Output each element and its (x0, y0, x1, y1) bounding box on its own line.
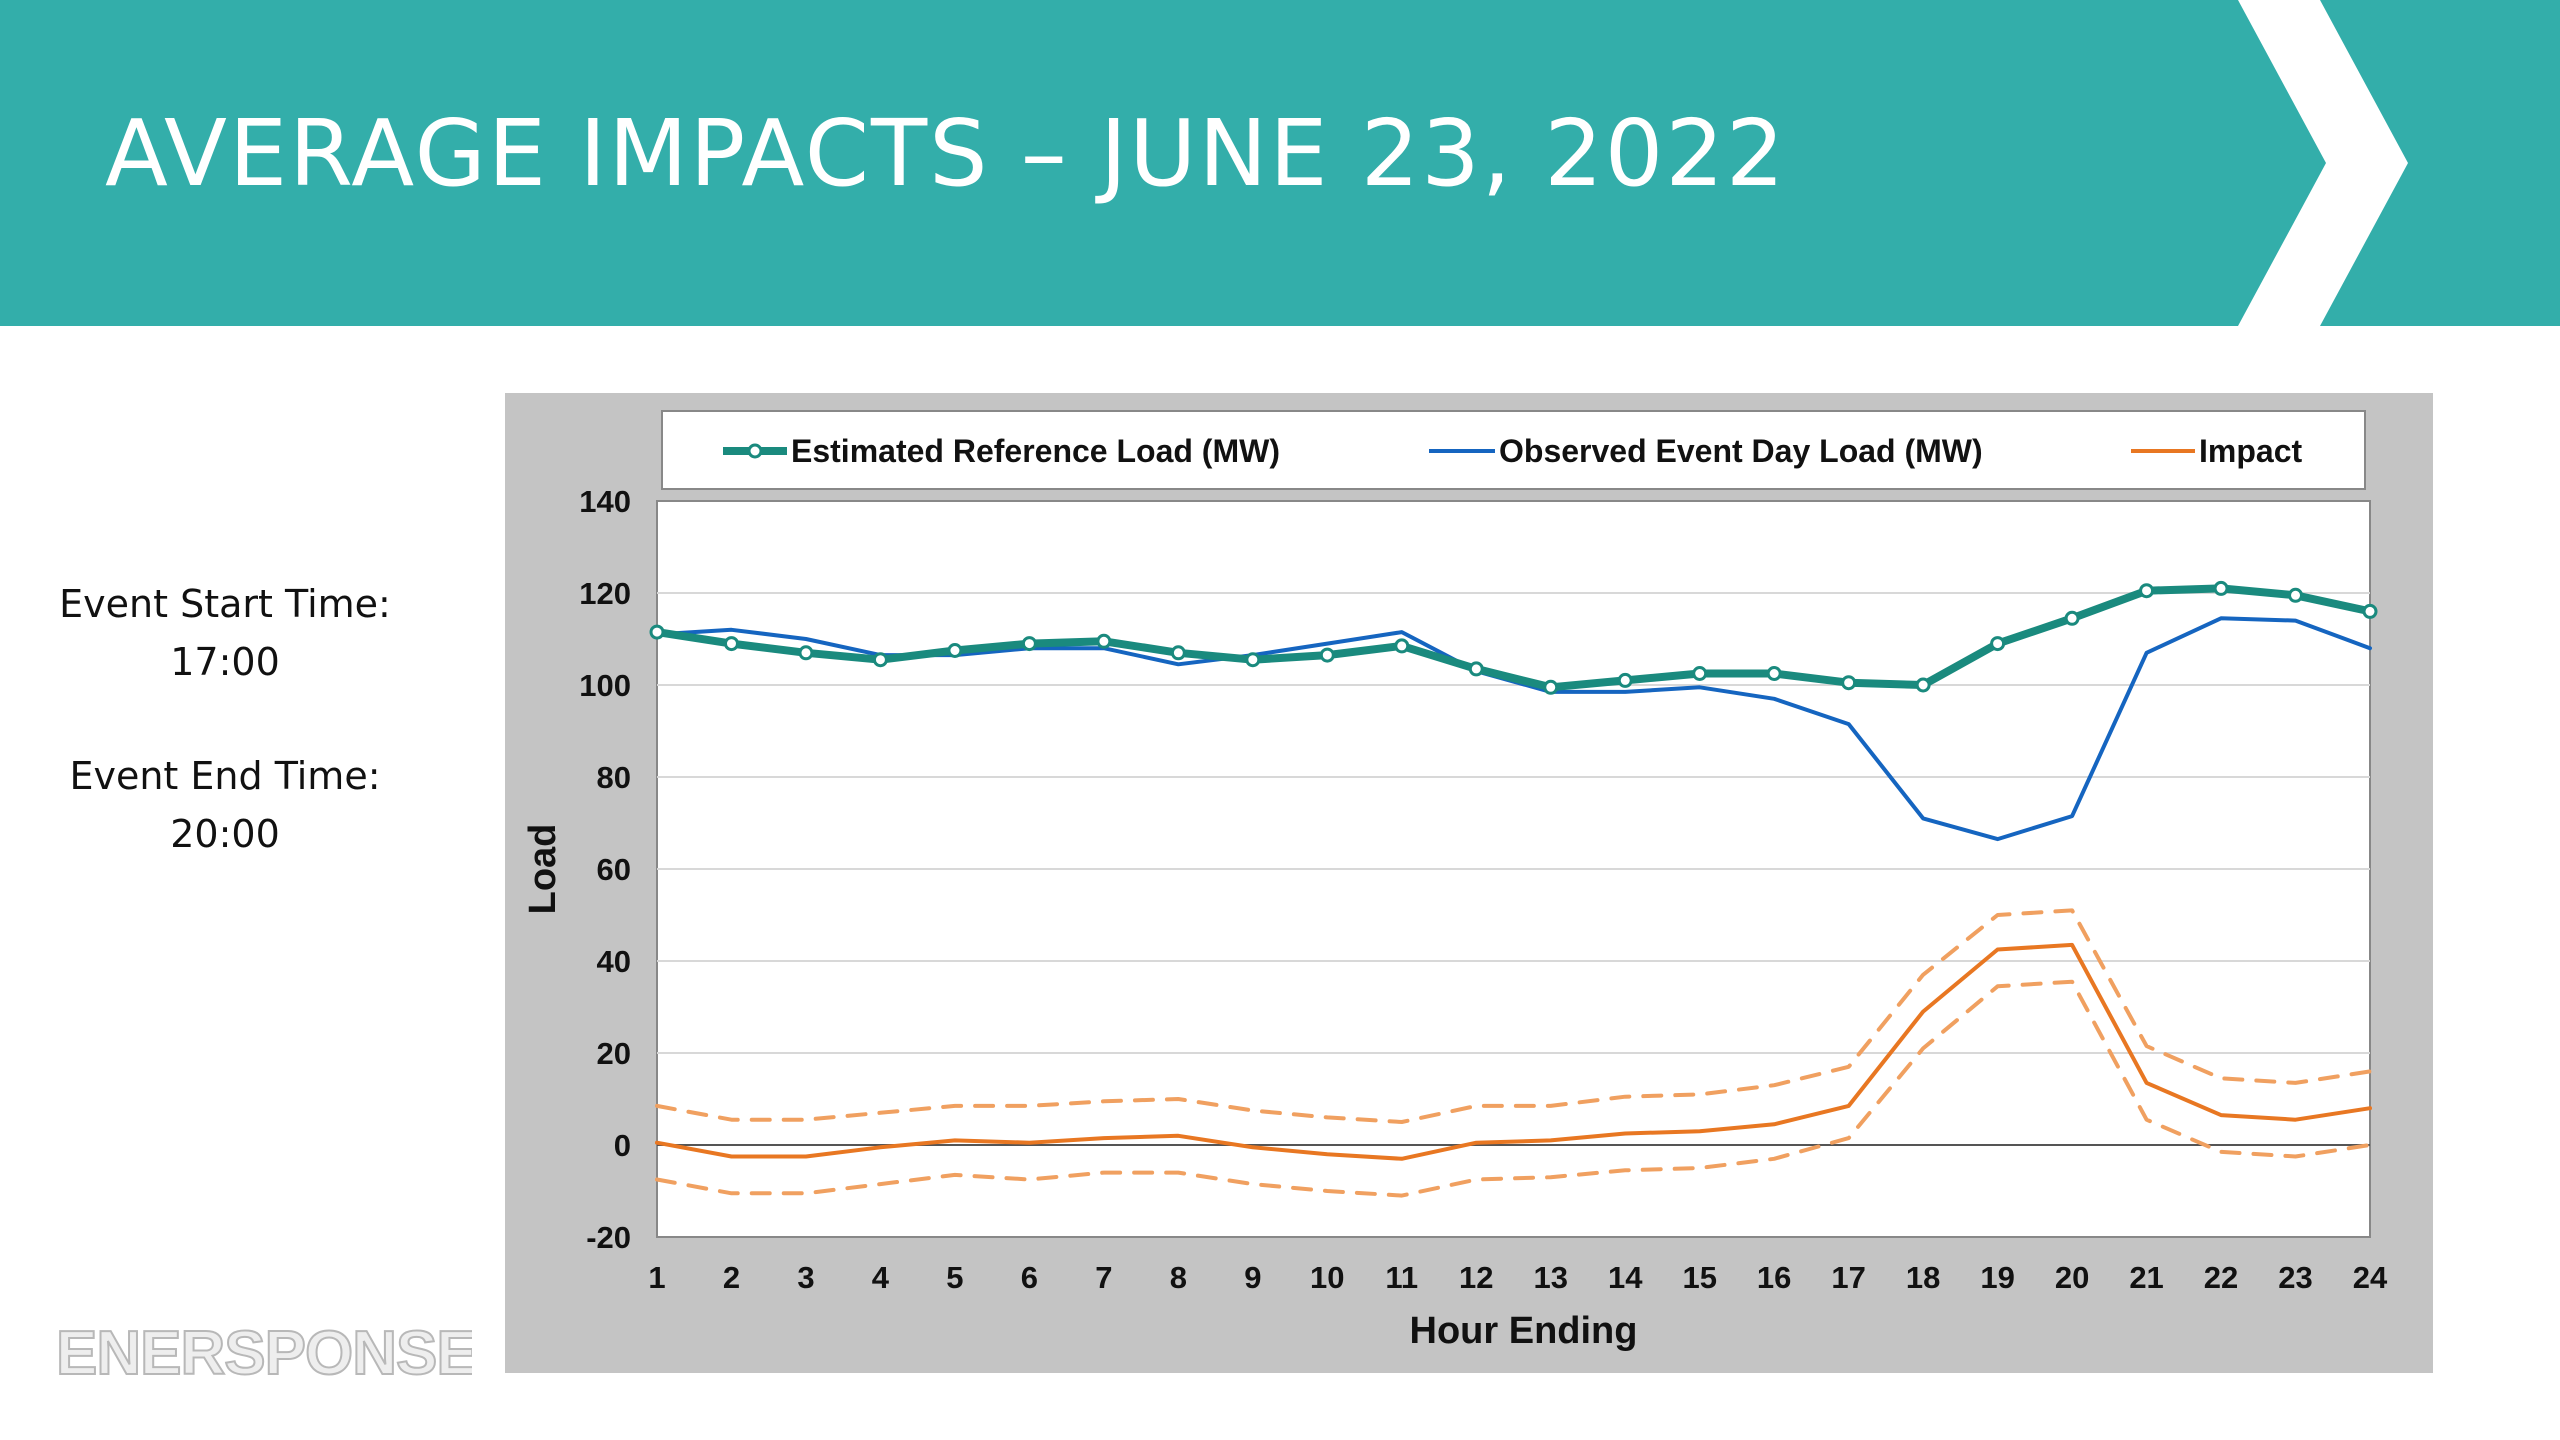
series-point (798, 645, 814, 661)
x-tick-label: 21 (2129, 1260, 2163, 1295)
series-point (2213, 580, 2229, 596)
y-tick-label: 100 (579, 668, 631, 703)
series-point (872, 652, 888, 668)
x-tick-label: 14 (1608, 1260, 1643, 1295)
x-tick-label: 1 (648, 1260, 665, 1295)
series-point (2288, 587, 2304, 603)
x-tick-label: 3 (797, 1260, 814, 1295)
series-point (1170, 645, 1186, 661)
series-line (653, 584, 2374, 692)
y-tick-label: 140 (579, 484, 631, 519)
x-tick-label: 15 (1682, 1260, 1716, 1295)
series-point (1468, 661, 1484, 677)
title-banner: AVERAGE IMPACTS – JUNE 23, 2022 (0, 0, 2560, 326)
event-start-label: Event Start Time: (59, 582, 391, 626)
series-point (1990, 636, 2006, 652)
chevron-icon (2238, 0, 2408, 326)
series-point (1692, 666, 1708, 681)
series-point (1915, 677, 1931, 693)
series-point (1617, 672, 1633, 688)
series-point (1543, 679, 1559, 695)
impact-confidence-line (655, 979, 2372, 1198)
x-tick-label: 2 (723, 1260, 740, 1295)
series-point (1841, 675, 1857, 691)
enersponse-logo: ENERSPONSE (52, 1316, 479, 1401)
series-point (649, 624, 665, 640)
series-point (1319, 647, 1335, 663)
y-tick-label: 0 (614, 1128, 631, 1163)
series-point (1245, 652, 1261, 668)
x-axis-label: Hour Ending (1410, 1310, 1638, 1352)
banner-fill (0, 0, 2560, 326)
y-tick-label: 120 (579, 576, 631, 611)
x-tick-label: 7 (1095, 1260, 1112, 1295)
x-tick-label: 9 (1244, 1260, 1261, 1295)
x-tick-label: 18 (1906, 1260, 1940, 1295)
series-point (2064, 610, 2080, 626)
banner-background (0, 0, 2560, 326)
legend-label: Impact (2199, 433, 2302, 469)
x-tick-label: 10 (1310, 1260, 1344, 1295)
x-tick-label: 16 (1757, 1260, 1791, 1295)
logo-text: ENERSPONSE (56, 1319, 472, 1388)
impact-confidence-line (655, 908, 2372, 1124)
series-point (2362, 603, 2378, 619)
x-tick-label: 12 (1459, 1260, 1493, 1295)
x-tick-label: 24 (2353, 1260, 2388, 1295)
slide-title: AVERAGE IMPACTS – JUNE 23, 2022 (105, 100, 1787, 207)
x-tick-label: 23 (2278, 1260, 2312, 1295)
x-tick-label: 22 (2204, 1260, 2238, 1295)
event-end-label: Event End Time: (69, 754, 381, 798)
logo-graphic: ENERSPONSE (55, 1318, 479, 1389)
legend-box (661, 410, 2366, 490)
legend-marker (747, 443, 763, 459)
y-tick-label: 80 (597, 760, 631, 795)
series-point (1021, 636, 1037, 652)
y-tick-label: 40 (597, 944, 631, 979)
legend-label: Observed Event Day Load (MW) (1499, 433, 1983, 469)
series-line (655, 942, 2372, 1161)
x-tick-label: 6 (1021, 1260, 1038, 1295)
x-tick-label: 20 (2055, 1260, 2089, 1295)
chart-container: -20 0 20 40 60 80 100 120 140 1 2 3 4 5 6 7 8 9 10 11 12 13 14… (505, 393, 2433, 1378)
event-end-value: 20:00 (170, 812, 280, 856)
y-axis-label: Load (522, 824, 564, 915)
series-point (2139, 583, 2155, 599)
event-end: Event End Time: 20:00 (40, 747, 410, 863)
y-tick-label: 20 (597, 1036, 631, 1071)
legend-label: Estimated Reference Load (MW) (791, 433, 1280, 469)
x-tick-label: 8 (1170, 1260, 1187, 1295)
x-tick-label: 19 (1980, 1260, 2014, 1295)
x-tick-label: 17 (1831, 1260, 1865, 1295)
x-tick-label: 13 (1533, 1260, 1567, 1295)
series-point (723, 636, 739, 652)
series-point (1096, 633, 1112, 649)
x-tick-label: 5 (946, 1260, 963, 1295)
x-tick-label: 11 (1385, 1260, 1418, 1295)
y-tick-label: 60 (597, 852, 631, 887)
series-point (1394, 638, 1410, 654)
event-start-value: 17:00 (170, 640, 280, 684)
series-point (1766, 666, 1782, 681)
y-tick-label: -20 (586, 1220, 631, 1255)
event-start: Event Start Time: 17:00 (40, 575, 410, 691)
x-tick-label: 4 (872, 1260, 890, 1295)
series-point (947, 643, 963, 658)
